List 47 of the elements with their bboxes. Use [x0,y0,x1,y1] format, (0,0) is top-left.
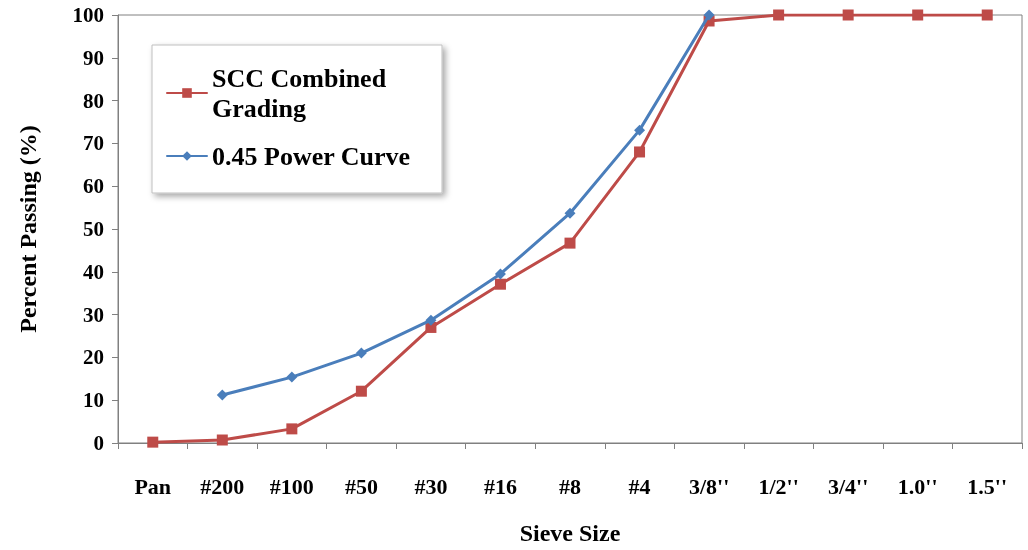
y-tick-label: 90 [83,45,104,70]
x-tick-label: 1/2'' [758,473,799,499]
y-tick-label: 20 [83,345,104,370]
x-tick-label: 1.5'' [967,473,1008,499]
x-tick-label: #50 [344,473,378,499]
point [216,389,228,401]
point [564,237,576,249]
x-axis-title: Sieve Size [519,520,621,546]
y-tick-label: 60 [83,174,104,199]
y-tick-label: 0 [93,431,104,455]
point [494,268,506,280]
y-axis-title: Percent Passing (%) [15,125,41,333]
x-tick-label: #30 [414,473,448,499]
y-tick-label: 70 [83,131,104,156]
point [912,9,924,21]
y-tick-label: 100 [72,3,104,27]
point [286,423,298,435]
legend-label: 0.45 Power Curve [212,141,411,171]
legend-label: SCC Combined Grading [212,63,393,123]
y-tick-label: 30 [83,302,104,327]
point [564,207,576,219]
point [425,314,437,326]
point [494,278,506,290]
x-tick-label: 1.0'' [897,473,938,499]
y-tick-label: 40 [83,259,104,284]
x-tick-label: #100 [269,473,314,499]
x-tick-label: #8 [559,473,581,499]
point [634,124,646,136]
y-tick-label: 50 [83,217,104,241]
point [355,347,367,359]
y-tick-label: 10 [83,388,104,413]
point [634,146,646,158]
x-tick-label: #16 [483,473,517,499]
point [147,436,159,448]
x-tick-label: #4 [628,473,651,499]
point [981,9,993,21]
x-tick-label: Pan [134,473,172,499]
point [355,385,367,397]
point [703,9,715,21]
x-tick-label: 3/4'' [827,473,869,499]
point [286,371,298,383]
x-tick-label: #200 [200,473,245,499]
point [842,9,854,21]
point [216,434,228,446]
y-tick-label: 80 [83,88,104,113]
x-tick-label: 3/8'' [688,473,730,499]
point [773,9,785,21]
